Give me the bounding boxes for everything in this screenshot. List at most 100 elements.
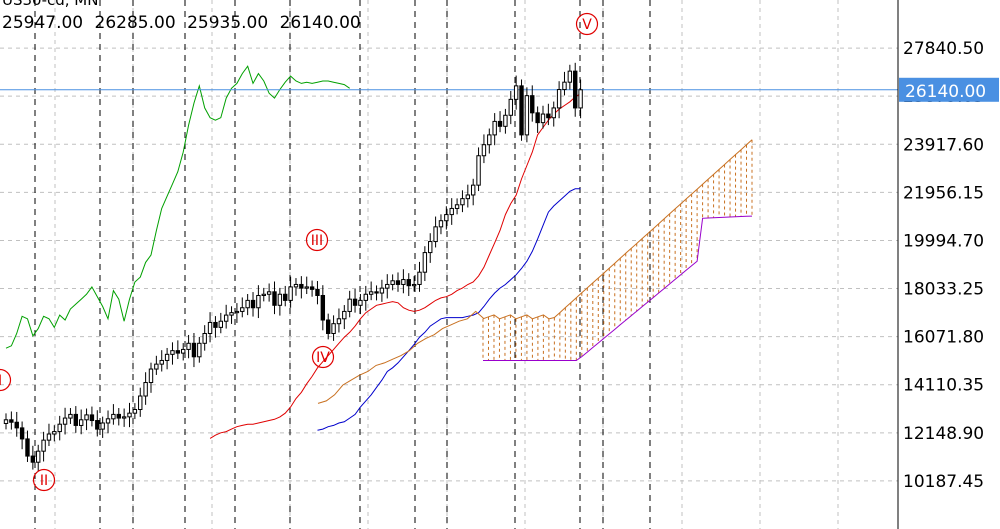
candle-body xyxy=(245,299,250,309)
candle-body xyxy=(411,283,417,287)
candle-body xyxy=(454,204,460,209)
candle-body xyxy=(62,417,68,425)
candle-body xyxy=(573,70,578,109)
y-tick-label: 10187.45 xyxy=(903,472,984,492)
candle-body xyxy=(519,85,524,136)
candle-body xyxy=(175,350,181,354)
candle-body xyxy=(234,310,240,314)
wave-label-circle xyxy=(0,368,12,392)
candle-body xyxy=(186,342,191,350)
candle-body xyxy=(299,283,304,289)
candle-body xyxy=(352,298,358,306)
candle-body xyxy=(395,280,401,285)
candle-body xyxy=(138,395,143,410)
candle-body xyxy=(347,298,352,312)
candle-body xyxy=(503,114,508,127)
candle-body xyxy=(438,220,444,228)
candle-body xyxy=(170,350,175,355)
candle-body xyxy=(25,438,30,457)
wave-label: V xyxy=(582,17,592,33)
candle-body xyxy=(524,95,530,136)
current-price-tag xyxy=(899,77,999,102)
candle-body xyxy=(535,112,540,124)
senkou-span-b-line xyxy=(483,215,753,361)
candle-body xyxy=(111,413,116,420)
candle-body xyxy=(277,293,283,306)
candle-body xyxy=(121,416,127,419)
wave-label-circle xyxy=(311,345,335,369)
candle-body xyxy=(476,155,481,186)
candle-body xyxy=(84,414,89,421)
candle-body xyxy=(326,319,331,334)
candle-body xyxy=(19,427,25,440)
candle-body xyxy=(433,226,438,243)
ohlc-close: 26140.00 xyxy=(279,13,361,33)
candle-body xyxy=(154,363,159,370)
senkou-span-a-line xyxy=(482,139,753,320)
candle-body xyxy=(181,348,186,354)
candle-body xyxy=(105,418,111,424)
candle-body xyxy=(95,420,100,430)
candle-body xyxy=(73,413,79,426)
candle-body xyxy=(417,271,422,285)
candle-body xyxy=(422,252,428,273)
candle-body xyxy=(406,279,411,287)
y-tick-label: 12148.90 xyxy=(903,424,984,444)
candle-body xyxy=(207,321,213,334)
candle-body xyxy=(363,293,368,301)
candle-body xyxy=(89,414,95,422)
y-tick-label: 16071.80 xyxy=(903,328,984,348)
ohlc-open: 25947.00 xyxy=(2,13,84,33)
candle-body xyxy=(9,419,14,423)
candle-body xyxy=(256,294,261,309)
candle-body xyxy=(379,287,385,294)
candle-body xyxy=(428,241,433,254)
candle-body xyxy=(14,421,19,429)
y-tick-label: 27840.50 xyxy=(903,39,984,59)
candle-body xyxy=(159,359,164,365)
senkou-span-a-line xyxy=(317,310,485,404)
candle-body xyxy=(229,312,234,316)
wave-label: I xyxy=(0,373,2,389)
chikou-line xyxy=(5,65,350,349)
candle-body xyxy=(68,413,73,419)
symbol-title: US30-cd, MN xyxy=(2,0,99,9)
candle-body xyxy=(41,439,46,452)
candle-body xyxy=(562,81,567,91)
candle-body xyxy=(78,419,84,426)
candle-body xyxy=(240,307,245,312)
candle-body xyxy=(266,291,272,295)
candle-body xyxy=(331,323,336,334)
candle-body xyxy=(148,368,154,384)
candle-body xyxy=(213,321,218,328)
wave-label: II xyxy=(40,473,48,489)
wave-label-circle xyxy=(575,12,599,36)
candle-body xyxy=(336,318,342,325)
candle-body xyxy=(304,286,309,289)
candle-body xyxy=(374,291,379,294)
candle-body xyxy=(127,412,132,418)
candle-body xyxy=(261,293,266,296)
kijun-line xyxy=(317,188,581,431)
candle-body xyxy=(358,299,363,306)
candle-body xyxy=(30,455,36,463)
candle-body xyxy=(492,120,497,136)
y-tick-label: 19994.70 xyxy=(903,231,984,251)
candle-body xyxy=(481,144,487,157)
candle-body xyxy=(315,288,320,296)
candle-body xyxy=(487,134,492,146)
y-tick-label: 23917.60 xyxy=(903,135,984,155)
candle-body xyxy=(578,89,583,109)
tenkan-line xyxy=(209,93,581,439)
candle-body xyxy=(342,310,347,320)
candle-body xyxy=(288,286,293,301)
candle-body xyxy=(390,280,395,285)
y-tick-label: 21956.15 xyxy=(903,183,984,203)
candle-body xyxy=(197,342,202,358)
candle-body xyxy=(530,95,535,114)
ohlc-readout: 25947.00 26285.00 25935.00 26140.00 xyxy=(2,13,367,33)
candle-body xyxy=(540,113,546,124)
candle-body xyxy=(567,70,573,83)
ohlc-high: 26285.00 xyxy=(94,13,176,33)
